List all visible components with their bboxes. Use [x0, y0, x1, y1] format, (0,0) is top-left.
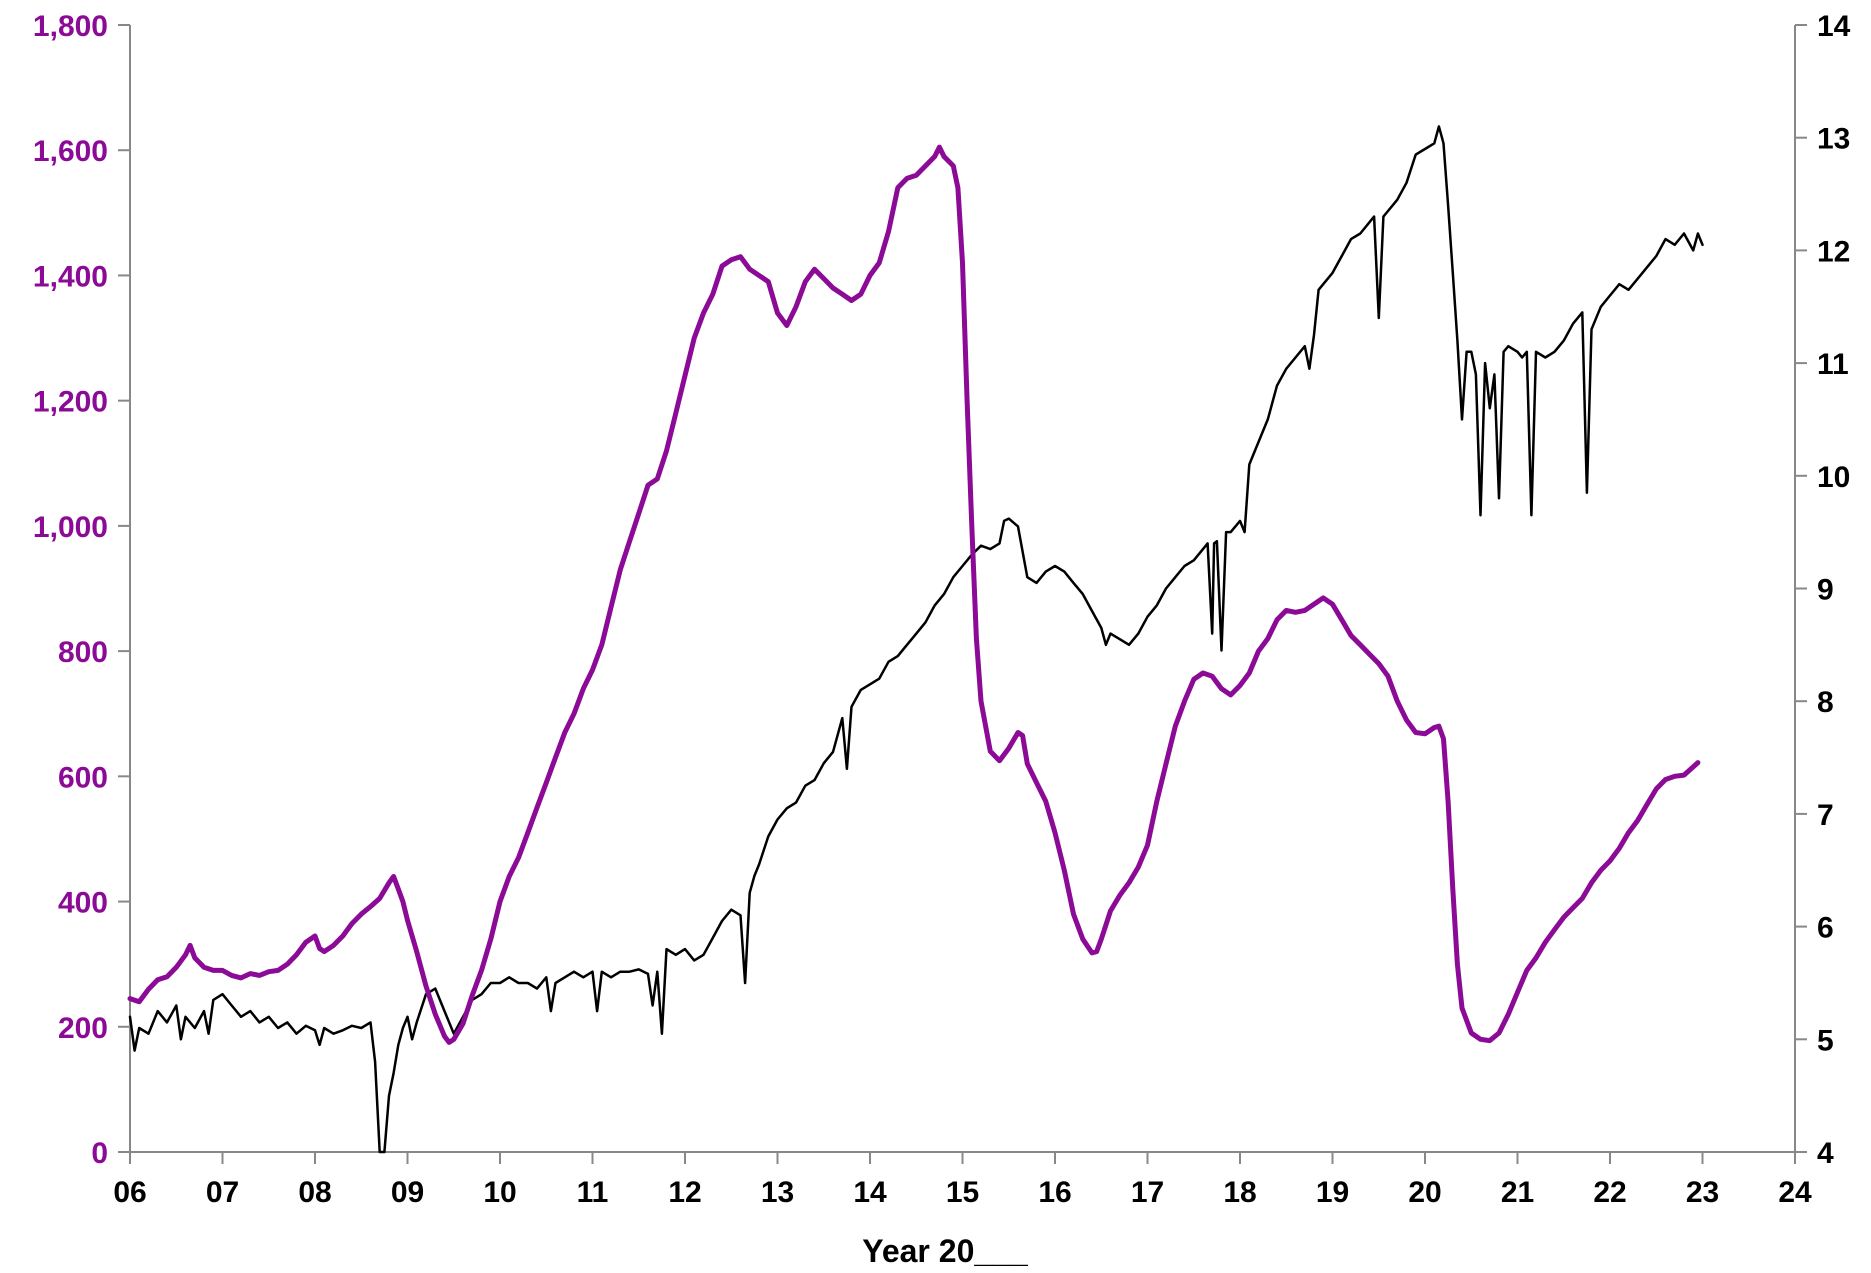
left-tick-label: 0 — [91, 1137, 108, 1170]
x-tick-label: 22 — [1593, 1176, 1626, 1209]
series-line-right-axis — [128, 125, 1704, 1154]
right-tick-label: 9 — [1817, 574, 1834, 607]
right-tick-label: 8 — [1817, 686, 1834, 719]
x-tick-label: 19 — [1316, 1176, 1349, 1209]
right-tick-label: 13 — [1817, 123, 1850, 156]
left-tick-label: 1,200 — [33, 386, 108, 419]
x-tick-label: 20 — [1408, 1176, 1441, 1209]
left-axis-ticks: 0 200 400 600 800 1,000 1,200 1,400 1,600 1,800 — [33, 10, 130, 1170]
left-tick-label: 800 — [58, 636, 108, 669]
series-line-left-axis — [127, 144, 1701, 1045]
x-axis-ticks: 06 07 08 09 10 11 12 13 14 15 16 17 18 19 20 21 22 23 24 — [113, 1152, 1812, 1209]
right-tick-label: 14 — [1817, 10, 1851, 43]
right-tick-label: 7 — [1817, 799, 1834, 832]
x-tick-label: 12 — [668, 1176, 701, 1209]
x-tick-label: 16 — [1038, 1176, 1071, 1209]
x-tick-label: 09 — [391, 1176, 424, 1209]
left-tick-label: 1,000 — [33, 511, 108, 544]
x-tick-label: 11 — [577, 1176, 609, 1209]
left-tick-label: 200 — [58, 1012, 108, 1045]
x-tick-label: 07 — [206, 1176, 239, 1209]
x-axis-label: Year 20___ — [862, 1233, 1029, 1269]
x-tick-label: 24 — [1778, 1176, 1812, 1209]
x-tick-label: 18 — [1223, 1176, 1256, 1209]
x-tick-label: 17 — [1131, 1176, 1164, 1209]
left-tick-label: 1,600 — [33, 135, 108, 168]
right-tick-label: 5 — [1817, 1024, 1834, 1057]
right-axis-ticks: 4 5 6 7 8 9 10 11 12 13 14 — [1795, 10, 1851, 1170]
x-tick-label: 13 — [761, 1176, 794, 1209]
x-tick-label: 10 — [483, 1176, 516, 1209]
left-tick-label: 1,400 — [33, 260, 108, 293]
right-tick-label: 12 — [1817, 235, 1850, 268]
x-tick-label: 21 — [1501, 1176, 1534, 1209]
left-tick-label: 400 — [58, 887, 108, 920]
left-tick-label: 1,800 — [33, 10, 108, 43]
x-tick-label: 14 — [853, 1176, 887, 1209]
x-tick-label: 15 — [946, 1176, 979, 1209]
right-tick-label: 6 — [1817, 912, 1834, 945]
left-tick-label: 600 — [58, 761, 108, 794]
x-tick-label: 06 — [113, 1176, 146, 1209]
right-tick-label: 10 — [1817, 461, 1850, 494]
axes — [129, 25, 1796, 1153]
x-tick-label: 23 — [1686, 1176, 1719, 1209]
x-tick-label: 08 — [298, 1176, 331, 1209]
right-tick-label: 4 — [1817, 1137, 1834, 1170]
right-tick-label: 11 — [1817, 348, 1849, 381]
series-layer — [127, 125, 1704, 1154]
